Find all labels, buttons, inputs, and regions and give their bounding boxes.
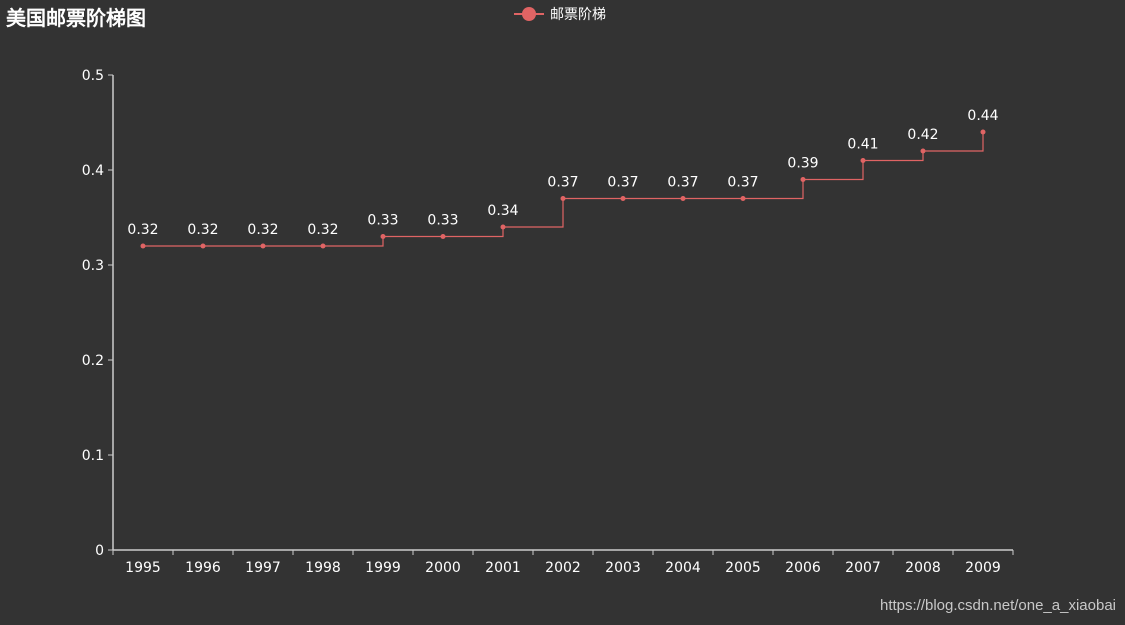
- data-label: 0.37: [607, 175, 638, 191]
- legend-label: 邮票阶梯: [550, 7, 606, 23]
- data-label: 0.37: [727, 175, 758, 191]
- data-point: [500, 224, 506, 230]
- data-point: [680, 196, 686, 201]
- data-label: 0.33: [427, 213, 458, 229]
- x-tick-label: 1999: [365, 560, 401, 576]
- x-tick-label: 2002: [545, 560, 581, 576]
- x-tick-label: 2003: [605, 560, 641, 576]
- data-point: [800, 177, 806, 182]
- y-tick-label: 0.3: [82, 258, 104, 274]
- data-point: [980, 129, 986, 135]
- data-label: 0.32: [127, 222, 158, 238]
- x-tick-label: 2001: [485, 560, 521, 576]
- data-label: 0.32: [247, 222, 278, 238]
- x-tick-label: 2008: [905, 560, 941, 576]
- y-tick-label: 0.2: [82, 353, 104, 369]
- data-label: 0.42: [907, 127, 938, 143]
- y-tick-label: 0.1: [82, 448, 104, 464]
- data-point: [560, 196, 566, 201]
- data-point: [380, 234, 386, 239]
- x-tick-label: 2006: [785, 560, 821, 576]
- data-label: 0.34: [487, 203, 518, 219]
- data-point: [320, 243, 326, 249]
- data-point: [920, 148, 926, 154]
- data-point: [260, 243, 266, 249]
- x-tick-label: 1996: [185, 560, 221, 576]
- x-tick-label: 1995: [125, 560, 161, 576]
- legend[interactable]: 邮票阶梯: [514, 4, 606, 24]
- data-point: [140, 243, 146, 249]
- legend-marker-icon: [514, 7, 544, 21]
- chart-title: 美国邮票阶梯图: [6, 6, 146, 30]
- y-tick-label: 0.4: [82, 163, 104, 179]
- data-label: 0.32: [307, 222, 338, 238]
- x-tick-label: 2005: [725, 560, 761, 576]
- data-label: 0.32: [187, 222, 218, 238]
- data-label: 0.44: [967, 108, 998, 124]
- data-point: [200, 243, 206, 249]
- data-label: 0.41: [847, 137, 878, 153]
- data-point: [620, 196, 626, 201]
- data-point: [860, 158, 866, 163]
- x-tick-label: 1998: [305, 560, 341, 576]
- series-step-line: [143, 132, 984, 247]
- y-tick-label: 0: [95, 543, 104, 559]
- data-label: 0.33: [367, 213, 398, 229]
- x-tick-label: 1997: [245, 560, 281, 576]
- data-point: [740, 196, 746, 201]
- x-tick-label: 2000: [425, 560, 461, 576]
- watermark: https://blog.csdn.net/one_a_xiaobai: [879, 597, 1116, 614]
- x-tick-label: 2009: [965, 560, 1001, 576]
- data-label: 0.37: [667, 175, 698, 191]
- data-label: 0.37: [547, 175, 578, 191]
- y-tick-label: 0.5: [82, 68, 104, 84]
- data-label: 0.39: [787, 156, 818, 172]
- data-point: [440, 234, 446, 239]
- x-tick-label: 2004: [665, 560, 701, 576]
- x-tick-label: 2007: [845, 560, 881, 576]
